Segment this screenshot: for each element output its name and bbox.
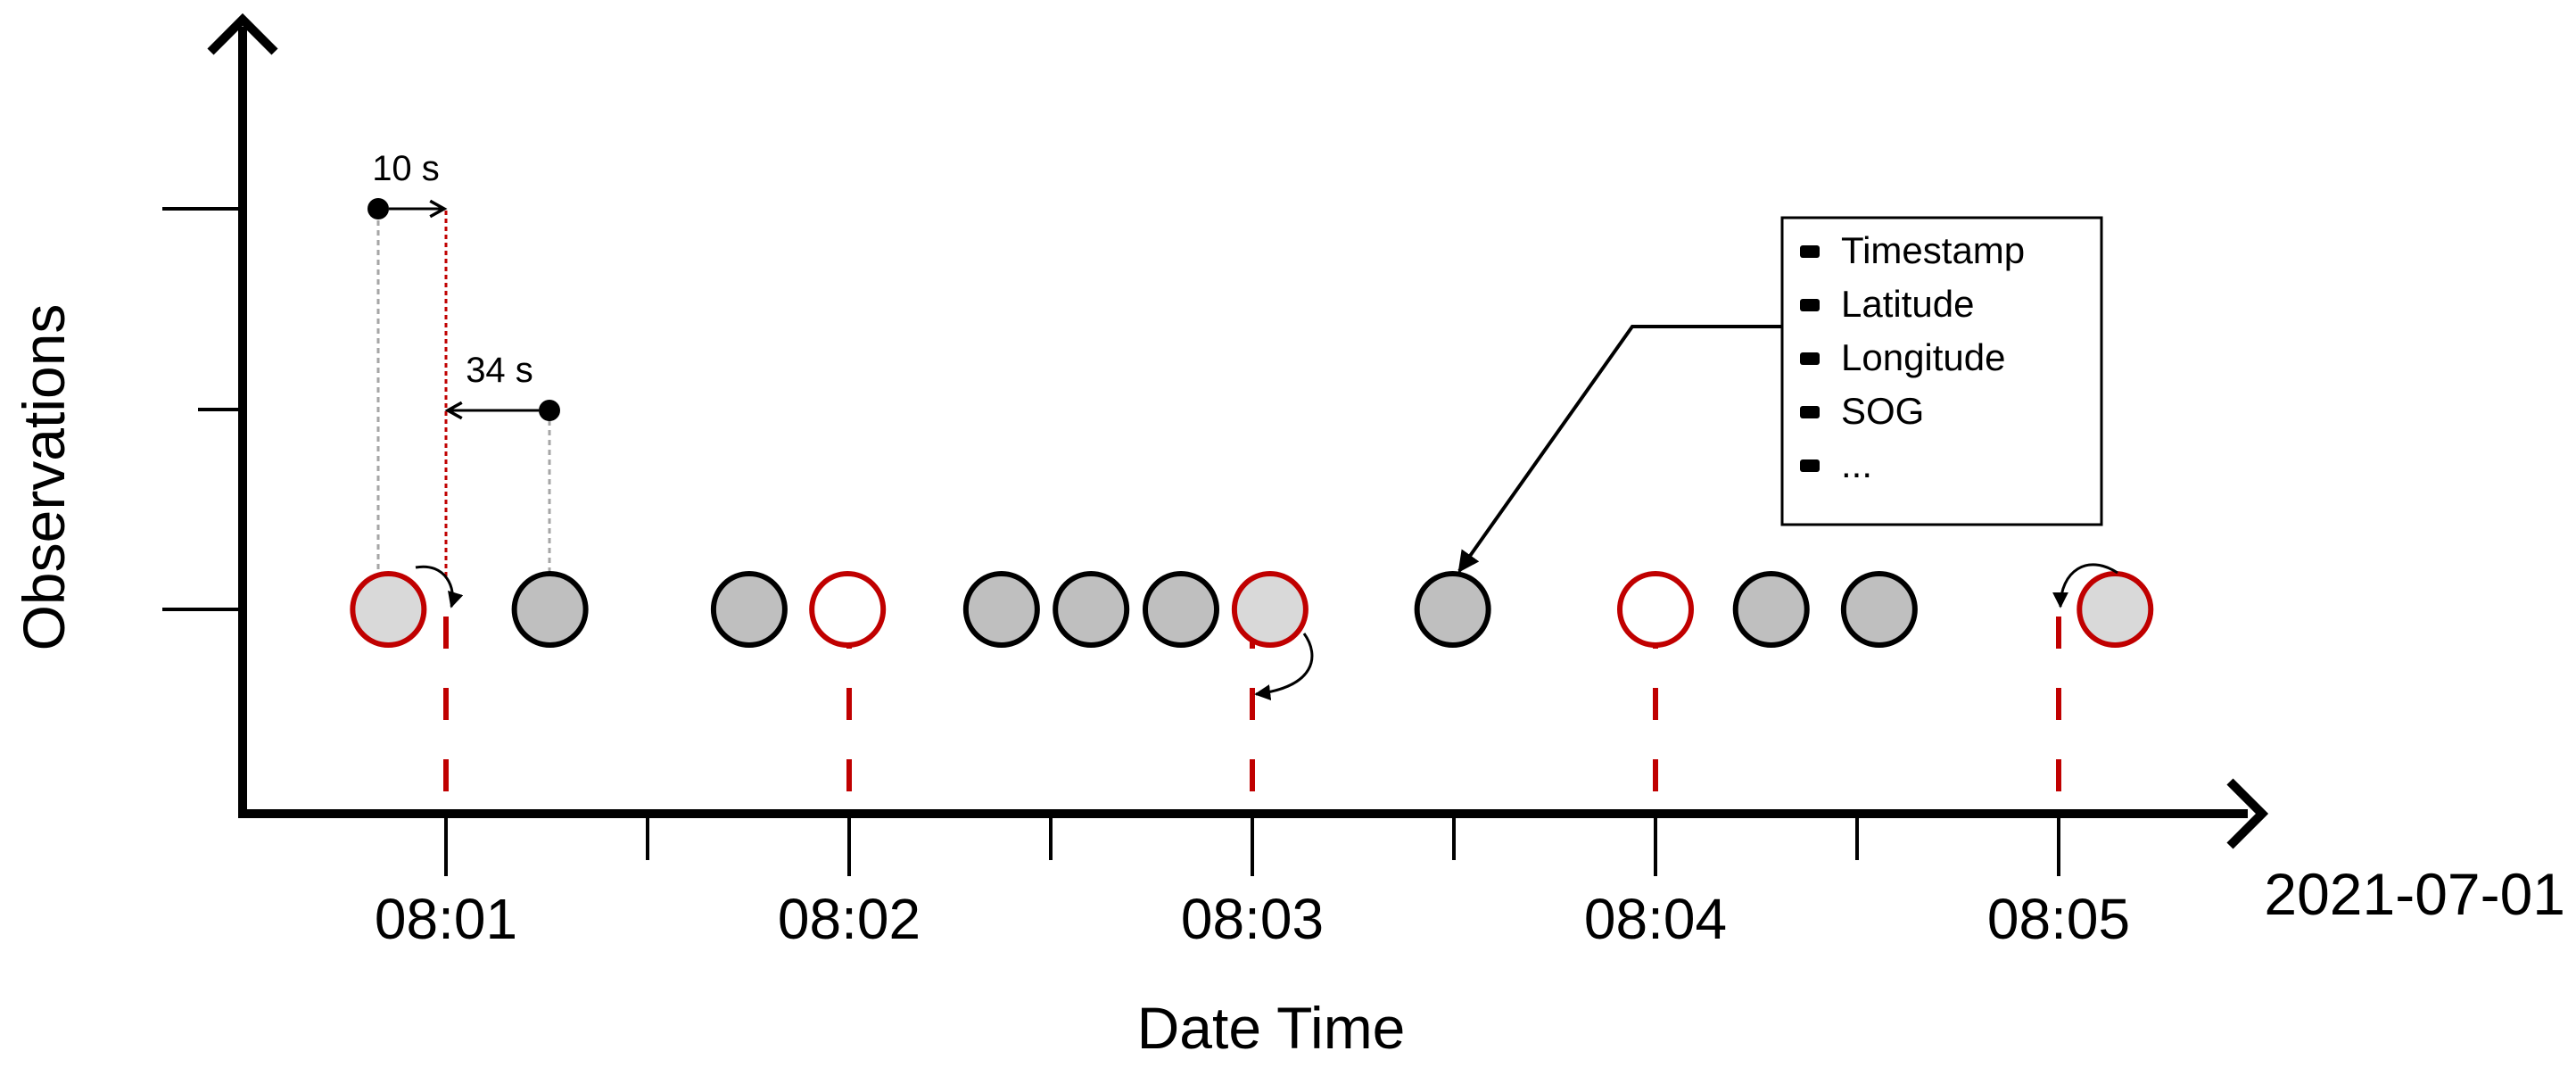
interval-start-dot [367,198,389,219]
bullet-icon [1800,352,1820,365]
bullet-icon [1800,406,1820,418]
x-tick-label: 08:04 [1584,887,1727,951]
resampled-observation [809,571,887,648]
original-observation [1414,571,1491,648]
observations [350,571,2154,648]
interval-label-10s: 10 s [372,149,440,188]
y-axis [162,12,278,814]
attribute-item: Latitude [1841,283,1974,325]
attribute-item: Timestamp [1841,229,2025,271]
original-observation [1142,571,1219,648]
shift-arrow [2052,563,2118,608]
x-tick-label: 08:02 [778,887,921,951]
x-axis-title: Date Time [1137,995,1406,1061]
interpolated-observation [2076,571,2154,648]
shift-arrow [415,565,464,608]
resampled-observation [1617,571,1694,648]
x-axis [238,778,2269,849]
callout-leader [1457,325,1782,573]
bullet-icon [1800,245,1820,258]
original-observation [710,571,788,648]
interval-start-dot [539,400,560,421]
original-observation [1732,571,1810,648]
shift-arrow [1254,633,1314,701]
interpolated-observation [350,571,427,648]
attribute-item: Longitude [1841,336,2006,378]
shift-arrows [415,563,2118,701]
y-axis-title: Observations [11,304,77,651]
original-observation [1053,571,1130,648]
original-observation [511,571,589,648]
attribute-list: Timestamp Latitude Longitude SOG... [1800,229,2025,485]
date-label: 2021-07-01 [2264,861,2565,927]
attribute-callout: Timestamp Latitude Longitude SOG... [1457,216,2103,573]
original-observation [1840,571,1918,648]
x-tick-label: 08:05 [1987,887,2130,951]
x-tick-label: 08:01 [375,887,517,951]
resample-lines [443,617,2061,812]
attribute-item: SOG [1841,390,1924,432]
interval-annotations: 10 s 34 s [367,149,560,580]
x-ticks: 08:01 08:02 08:03 08:04 08:05 [375,814,2130,951]
bullet-icon [1800,299,1820,311]
original-observation [962,571,1040,648]
interval-label-34s: 34 s [466,351,533,390]
attribute-item: ... [1841,443,1872,485]
interpolated-observation [1231,571,1309,648]
x-tick-label: 08:03 [1181,887,1324,951]
bullet-icon [1800,459,1820,472]
attribute-box [1780,216,2103,526]
